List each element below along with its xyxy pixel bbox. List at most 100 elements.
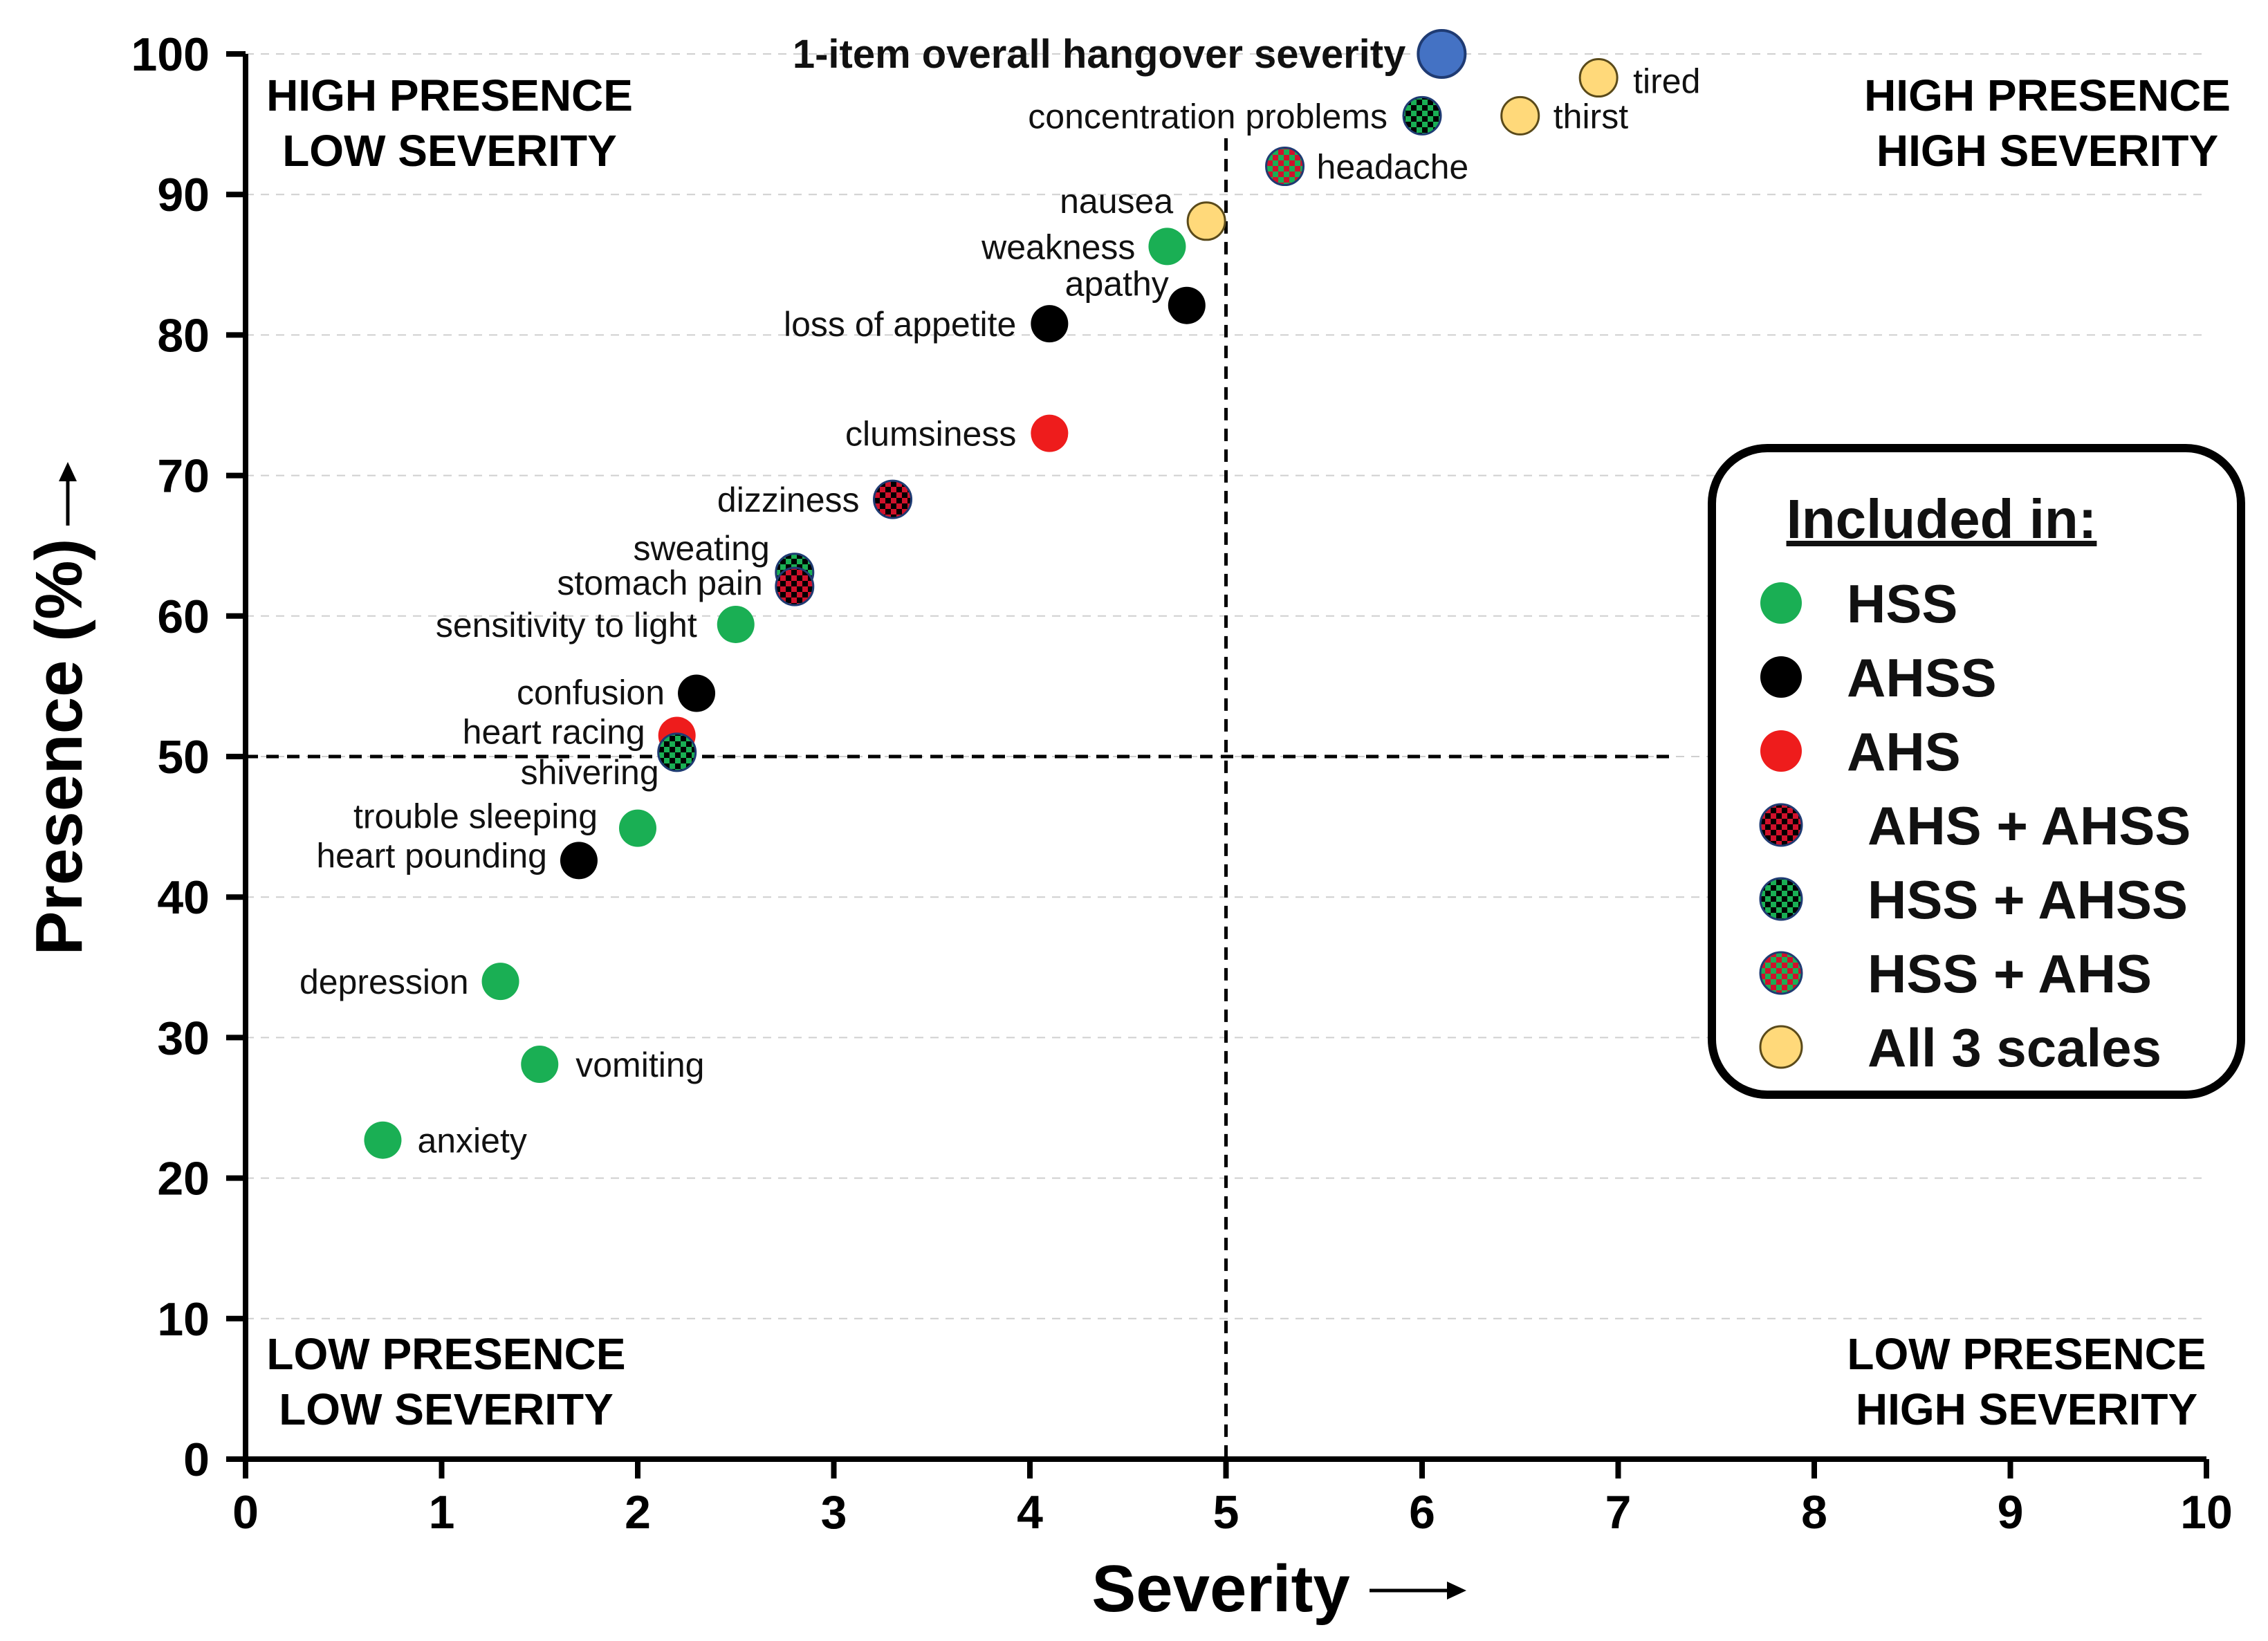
y-tick-label: 60 [157,591,210,643]
label-confusion: confusion [517,674,665,712]
quadrant-bottom-left-line2: LOW SEVERITY [279,1384,614,1434]
label-depression: depression [299,963,469,1001]
point-vomiting [521,1046,559,1084]
label-weakness: weakness [981,228,1135,266]
point-depression [481,963,519,1001]
x-tick-label: 8 [1801,1486,1827,1539]
label-sensitivity-to-light: sensitivity to light [436,606,697,645]
legend: Included in: HSS AHSS AHS AHS + AHSS HSS + A… [1708,444,2245,1099]
legend-label-hss-ahs: HSS + AHS [1868,943,2152,1004]
quadrant-top-left-line1: HIGH PRESENCE [266,71,633,120]
quadrant-bottom-right-line1: LOW PRESENCE [1847,1329,2206,1379]
point-loss-of-appetite [1031,305,1069,343]
y-tick-label: 40 [157,871,210,924]
y-tick-label: 100 [131,28,210,81]
quadrant-bottom-right-line2: HIGH SEVERITY [1856,1384,2197,1434]
point-shivering [657,732,697,772]
point-weakness [1148,228,1186,266]
y-tick-label: 30 [157,1012,210,1064]
label-heart-pounding: heart pounding [316,836,547,875]
y-tick-label: 0 [183,1434,210,1486]
legend-marker-ahss [1760,656,1802,698]
x-tick-label: 1 [429,1486,455,1539]
label-loss-of-appetite: loss of appetite [784,305,1016,344]
legend-marker-all [1759,1025,1803,1069]
axes: 0 10 20 30 40 50 60 70 80 90 100 0 1 2 3 4 5 6 7 8 9 10 [131,28,2233,1539]
x-tick-label: 4 [1017,1486,1043,1539]
quadrant-top-right-line2: HIGH SEVERITY [1877,126,2218,176]
point-apathy [1168,286,1206,324]
legend-marker-ahs-ahss [1759,803,1803,847]
label-vomiting: vomiting [575,1046,704,1084]
highlight-point-group: 1-item overall hangover severity [793,29,1467,79]
y-axis-arrow [59,462,77,526]
label-clumsiness: clumsiness [845,415,1016,454]
legend-title: Included in: [1787,488,2097,550]
point-stomach-pain [775,566,815,606]
y-tick-label: 20 [157,1153,210,1205]
point-anxiety [364,1121,402,1159]
x-tick-label: 0 [232,1486,259,1539]
point-heart-pounding [560,842,598,880]
label-shivering: shivering [521,753,659,792]
x-tick-label: 2 [625,1486,651,1539]
quadrant-bottom-left-line1: LOW PRESENCE [266,1329,625,1379]
legend-marker-hss [1760,582,1802,624]
point-dizziness [873,479,913,519]
legend-marker-hss-ahss [1759,877,1803,921]
label-sweating: sweating [633,529,769,568]
legend-label-ahs: AHS [1847,721,1961,782]
legend-label-ahss: AHSS [1847,647,1997,708]
point-trouble-sleeping [619,809,656,847]
x-tick-label: 5 [1213,1486,1239,1539]
legend-label-all: All 3 scales [1868,1017,2161,1078]
data-points [364,58,1619,1159]
label-heart-racing: heart racing [463,713,645,752]
label-apathy: apathy [1065,265,1169,304]
legend-box [1708,444,2245,1099]
point-concentration-problems [1402,95,1442,136]
x-tick-label: 3 [821,1486,847,1539]
y-tick-label: 80 [157,309,210,362]
legend-marker-hss-ahs [1759,951,1803,995]
label-tired: tired [1633,62,1700,101]
label-dizziness: dizziness [717,481,860,519]
x-tick-label: 10 [2180,1486,2233,1539]
x-tick-label: 6 [1409,1486,1435,1539]
label-anxiety: anxiety [417,1122,526,1160]
label-nausea: nausea [1060,182,1173,221]
quadrant-top-left-line2: LOW SEVERITY [282,126,617,176]
point-tired [1578,58,1619,98]
legend-label-hss: HSS [1847,573,1957,634]
label-stomach-pain: stomach pain [557,564,762,602]
point-clumsiness [1031,414,1069,452]
label-thirst: thirst [1554,97,1628,136]
overall-hangover-severity-label: 1-item overall hangover severity [793,32,1406,77]
point-headache [1265,147,1305,187]
reference-lines [246,138,1677,1459]
point-sensitivity-to-light [717,605,755,643]
overall-hangover-severity-point [1417,29,1467,79]
legend-items: HSS AHSS AHS AHS + AHSS HSS + AHSS HSS + AHS A… [1759,573,2191,1078]
label-trouble-sleeping: trouble sleeping [353,797,598,836]
legend-marker-ahs [1760,730,1802,772]
y-axis-title: Presence (%) [22,539,96,956]
y-tick-label: 70 [157,450,210,503]
y-tick-label: 10 [157,1293,210,1346]
y-tick-label: 90 [157,169,210,221]
label-headache: headache [1317,148,1469,187]
quadrant-top-right-line1: HIGH PRESENCE [1864,71,2231,120]
y-tick-label: 50 [157,731,210,784]
point-nausea [1186,201,1226,241]
legend-label-hss-ahss: HSS + AHSS [1868,869,2188,930]
x-axis-arrow [1370,1582,1466,1600]
legend-label-ahs-ahss: AHS + AHSS [1868,795,2191,856]
point-thirst [1500,95,1540,136]
x-axis-title: Severity [1091,1552,1350,1626]
label-concentration-problems: concentration problems [1028,97,1387,136]
point-confusion [678,674,716,712]
x-tick-label: 9 [1998,1486,2024,1539]
x-tick-label: 7 [1605,1486,1632,1539]
